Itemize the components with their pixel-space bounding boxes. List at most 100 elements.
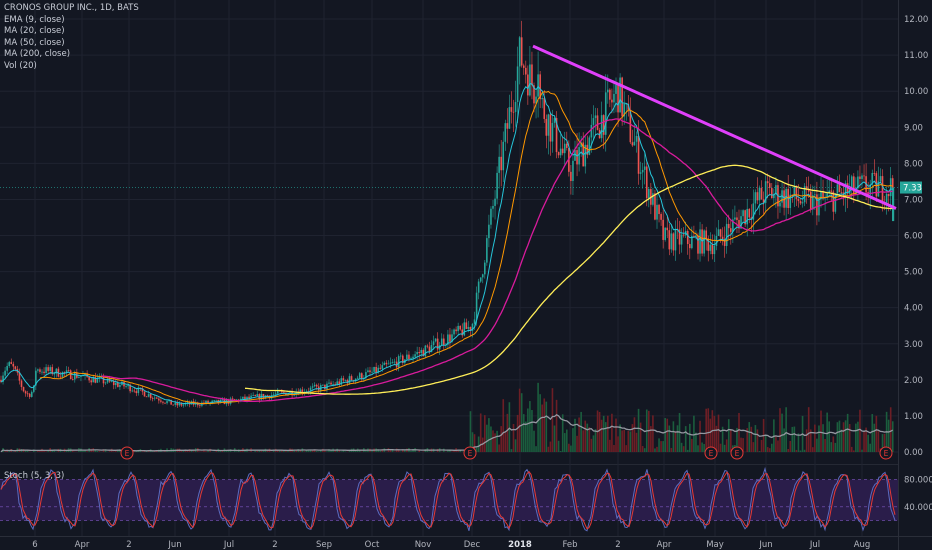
volume-bar <box>276 449 279 452</box>
candle-body <box>233 399 236 401</box>
candle-body <box>33 385 35 392</box>
candle-body <box>145 396 148 398</box>
volume-bar <box>643 448 646 452</box>
candle-body <box>178 403 181 406</box>
axes: 12.00 11.00 10.00 9.00 8.00 7.00 6.00 5.00 4.00 3… <box>32 15 928 550</box>
candle-body <box>350 376 353 381</box>
volume-bar <box>861 449 863 452</box>
candle-body <box>182 404 185 406</box>
volume-bar <box>691 438 693 452</box>
legend-volume[interactable]: Vol (20) <box>4 60 37 71</box>
candle-body <box>426 345 429 347</box>
candle-body <box>35 370 37 386</box>
candle-body <box>617 84 619 113</box>
volume-bar <box>730 430 732 452</box>
stoch-tick-label: 80.0000 <box>904 476 932 486</box>
volume-bar <box>258 449 261 452</box>
candle-body <box>123 381 125 387</box>
candle-body <box>47 367 49 371</box>
legend-ema9[interactable]: EMA (9, close) <box>4 14 65 25</box>
volume-bar <box>809 429 812 452</box>
candle-body <box>125 386 127 388</box>
candle-body <box>451 334 453 342</box>
candle-body <box>760 187 763 200</box>
candle-body <box>762 199 765 203</box>
x-tick-label: Oct <box>365 540 380 550</box>
candle-body <box>104 382 107 384</box>
volume-bar <box>584 420 587 452</box>
candle-body <box>658 204 660 215</box>
candle-body <box>315 384 318 387</box>
volume-bar <box>358 449 361 452</box>
legend-ma50[interactable]: MA (50, close) <box>4 37 65 48</box>
candle-body <box>428 346 431 353</box>
candle-body <box>305 391 308 392</box>
volume-bar <box>740 437 742 452</box>
y-tick-label: 11.00 <box>904 51 928 61</box>
candle-body <box>289 391 291 394</box>
candle-body <box>812 195 814 210</box>
candle-body <box>389 362 392 364</box>
candle-body <box>853 176 855 194</box>
legend-ma20[interactable]: MA (20, close) <box>4 26 65 37</box>
volume-bar <box>457 449 459 452</box>
pane-divider <box>0 464 898 465</box>
volume-bar <box>742 438 744 452</box>
volume-bar <box>477 436 480 452</box>
volume-bar <box>215 450 218 452</box>
candle-body <box>391 362 394 363</box>
chart-title[interactable]: CRONOS GROUP INC., 1D, BATS <box>4 3 139 13</box>
volume-bar <box>338 450 341 452</box>
candle-body <box>861 175 863 179</box>
candle-body <box>49 367 51 371</box>
volume-bar <box>686 449 689 452</box>
candle-body <box>631 142 634 146</box>
candle-body <box>797 198 800 202</box>
volume-bars <box>0 382 894 453</box>
candle-body <box>506 123 509 129</box>
volume-bar <box>771 443 773 452</box>
candle-body <box>723 239 726 246</box>
volume-bar <box>315 451 318 452</box>
candle-body <box>736 217 738 220</box>
stoch-label[interactable]: Stoch (5, 3, 3) <box>4 471 65 481</box>
volume-bar <box>168 451 170 452</box>
candle-body <box>430 345 433 353</box>
candle-body <box>686 230 689 245</box>
volume-bar <box>768 448 771 452</box>
candle-body <box>309 387 312 392</box>
candle-body <box>830 190 833 192</box>
candle-body <box>566 143 568 148</box>
volume-bar <box>664 418 666 452</box>
volume-bar <box>709 418 712 452</box>
volume-bar <box>629 431 632 452</box>
volume-bar <box>551 388 554 452</box>
volume-bar <box>637 408 640 452</box>
legend-ma200[interactable]: MA (200, close) <box>4 49 71 60</box>
candle-body <box>20 380 23 388</box>
candle-body <box>166 401 168 404</box>
earnings-marker <box>120 446 134 460</box>
candle-body <box>98 376 101 379</box>
candle-body <box>850 176 853 188</box>
candle-body <box>502 141 505 171</box>
candle-body <box>0 379 2 382</box>
candle-body <box>748 208 751 218</box>
candle-body <box>379 367 382 369</box>
candle-body <box>418 352 420 354</box>
volume-bar <box>814 424 816 452</box>
volume-bar <box>299 450 302 452</box>
volume-bar <box>855 423 857 452</box>
volume-bar <box>682 446 685 452</box>
volume-bar <box>576 435 578 452</box>
candle-body <box>656 204 658 220</box>
candle-body <box>508 107 511 129</box>
volume-bar <box>566 429 568 452</box>
volume-bar <box>666 418 669 452</box>
volume-bar <box>262 450 265 452</box>
candle-body <box>67 370 70 372</box>
candle-body <box>801 202 804 204</box>
volume-bar <box>412 449 414 452</box>
volume-bar <box>190 450 193 452</box>
